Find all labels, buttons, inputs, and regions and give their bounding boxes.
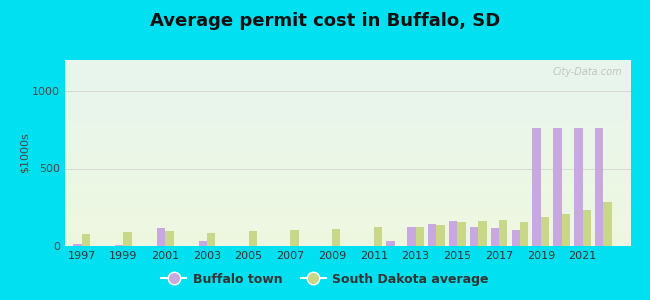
Bar bbox=[115, 245, 124, 246]
Bar bbox=[449, 221, 458, 246]
Bar bbox=[291, 230, 299, 246]
Y-axis label: $1000s: $1000s bbox=[20, 133, 29, 173]
Bar bbox=[207, 233, 215, 246]
Bar bbox=[499, 220, 508, 246]
Bar bbox=[553, 128, 562, 246]
Bar bbox=[249, 230, 257, 246]
Bar bbox=[332, 229, 341, 246]
Bar bbox=[458, 222, 465, 246]
Bar bbox=[541, 217, 549, 246]
Bar bbox=[165, 231, 174, 246]
Bar bbox=[82, 234, 90, 246]
Bar bbox=[374, 227, 382, 246]
Bar bbox=[512, 230, 520, 246]
Legend: Buffalo town, South Dakota average: Buffalo town, South Dakota average bbox=[156, 268, 494, 291]
Bar bbox=[386, 241, 395, 246]
Bar bbox=[562, 214, 570, 246]
Bar bbox=[582, 210, 591, 246]
Bar bbox=[491, 228, 499, 246]
Bar bbox=[428, 224, 436, 246]
Bar bbox=[603, 202, 612, 246]
Bar bbox=[436, 225, 445, 246]
Bar bbox=[520, 222, 528, 246]
Text: Average permit cost in Buffalo, SD: Average permit cost in Buffalo, SD bbox=[150, 12, 500, 30]
Bar bbox=[478, 221, 486, 246]
Bar bbox=[415, 226, 424, 246]
Bar bbox=[532, 128, 541, 246]
Bar bbox=[470, 227, 478, 246]
Bar bbox=[124, 232, 132, 246]
Bar bbox=[73, 244, 82, 246]
Bar bbox=[157, 228, 165, 246]
Text: City-Data.com: City-Data.com bbox=[552, 68, 622, 77]
Bar bbox=[574, 128, 582, 246]
Bar bbox=[595, 128, 603, 246]
Bar bbox=[407, 227, 415, 246]
Bar bbox=[198, 241, 207, 246]
